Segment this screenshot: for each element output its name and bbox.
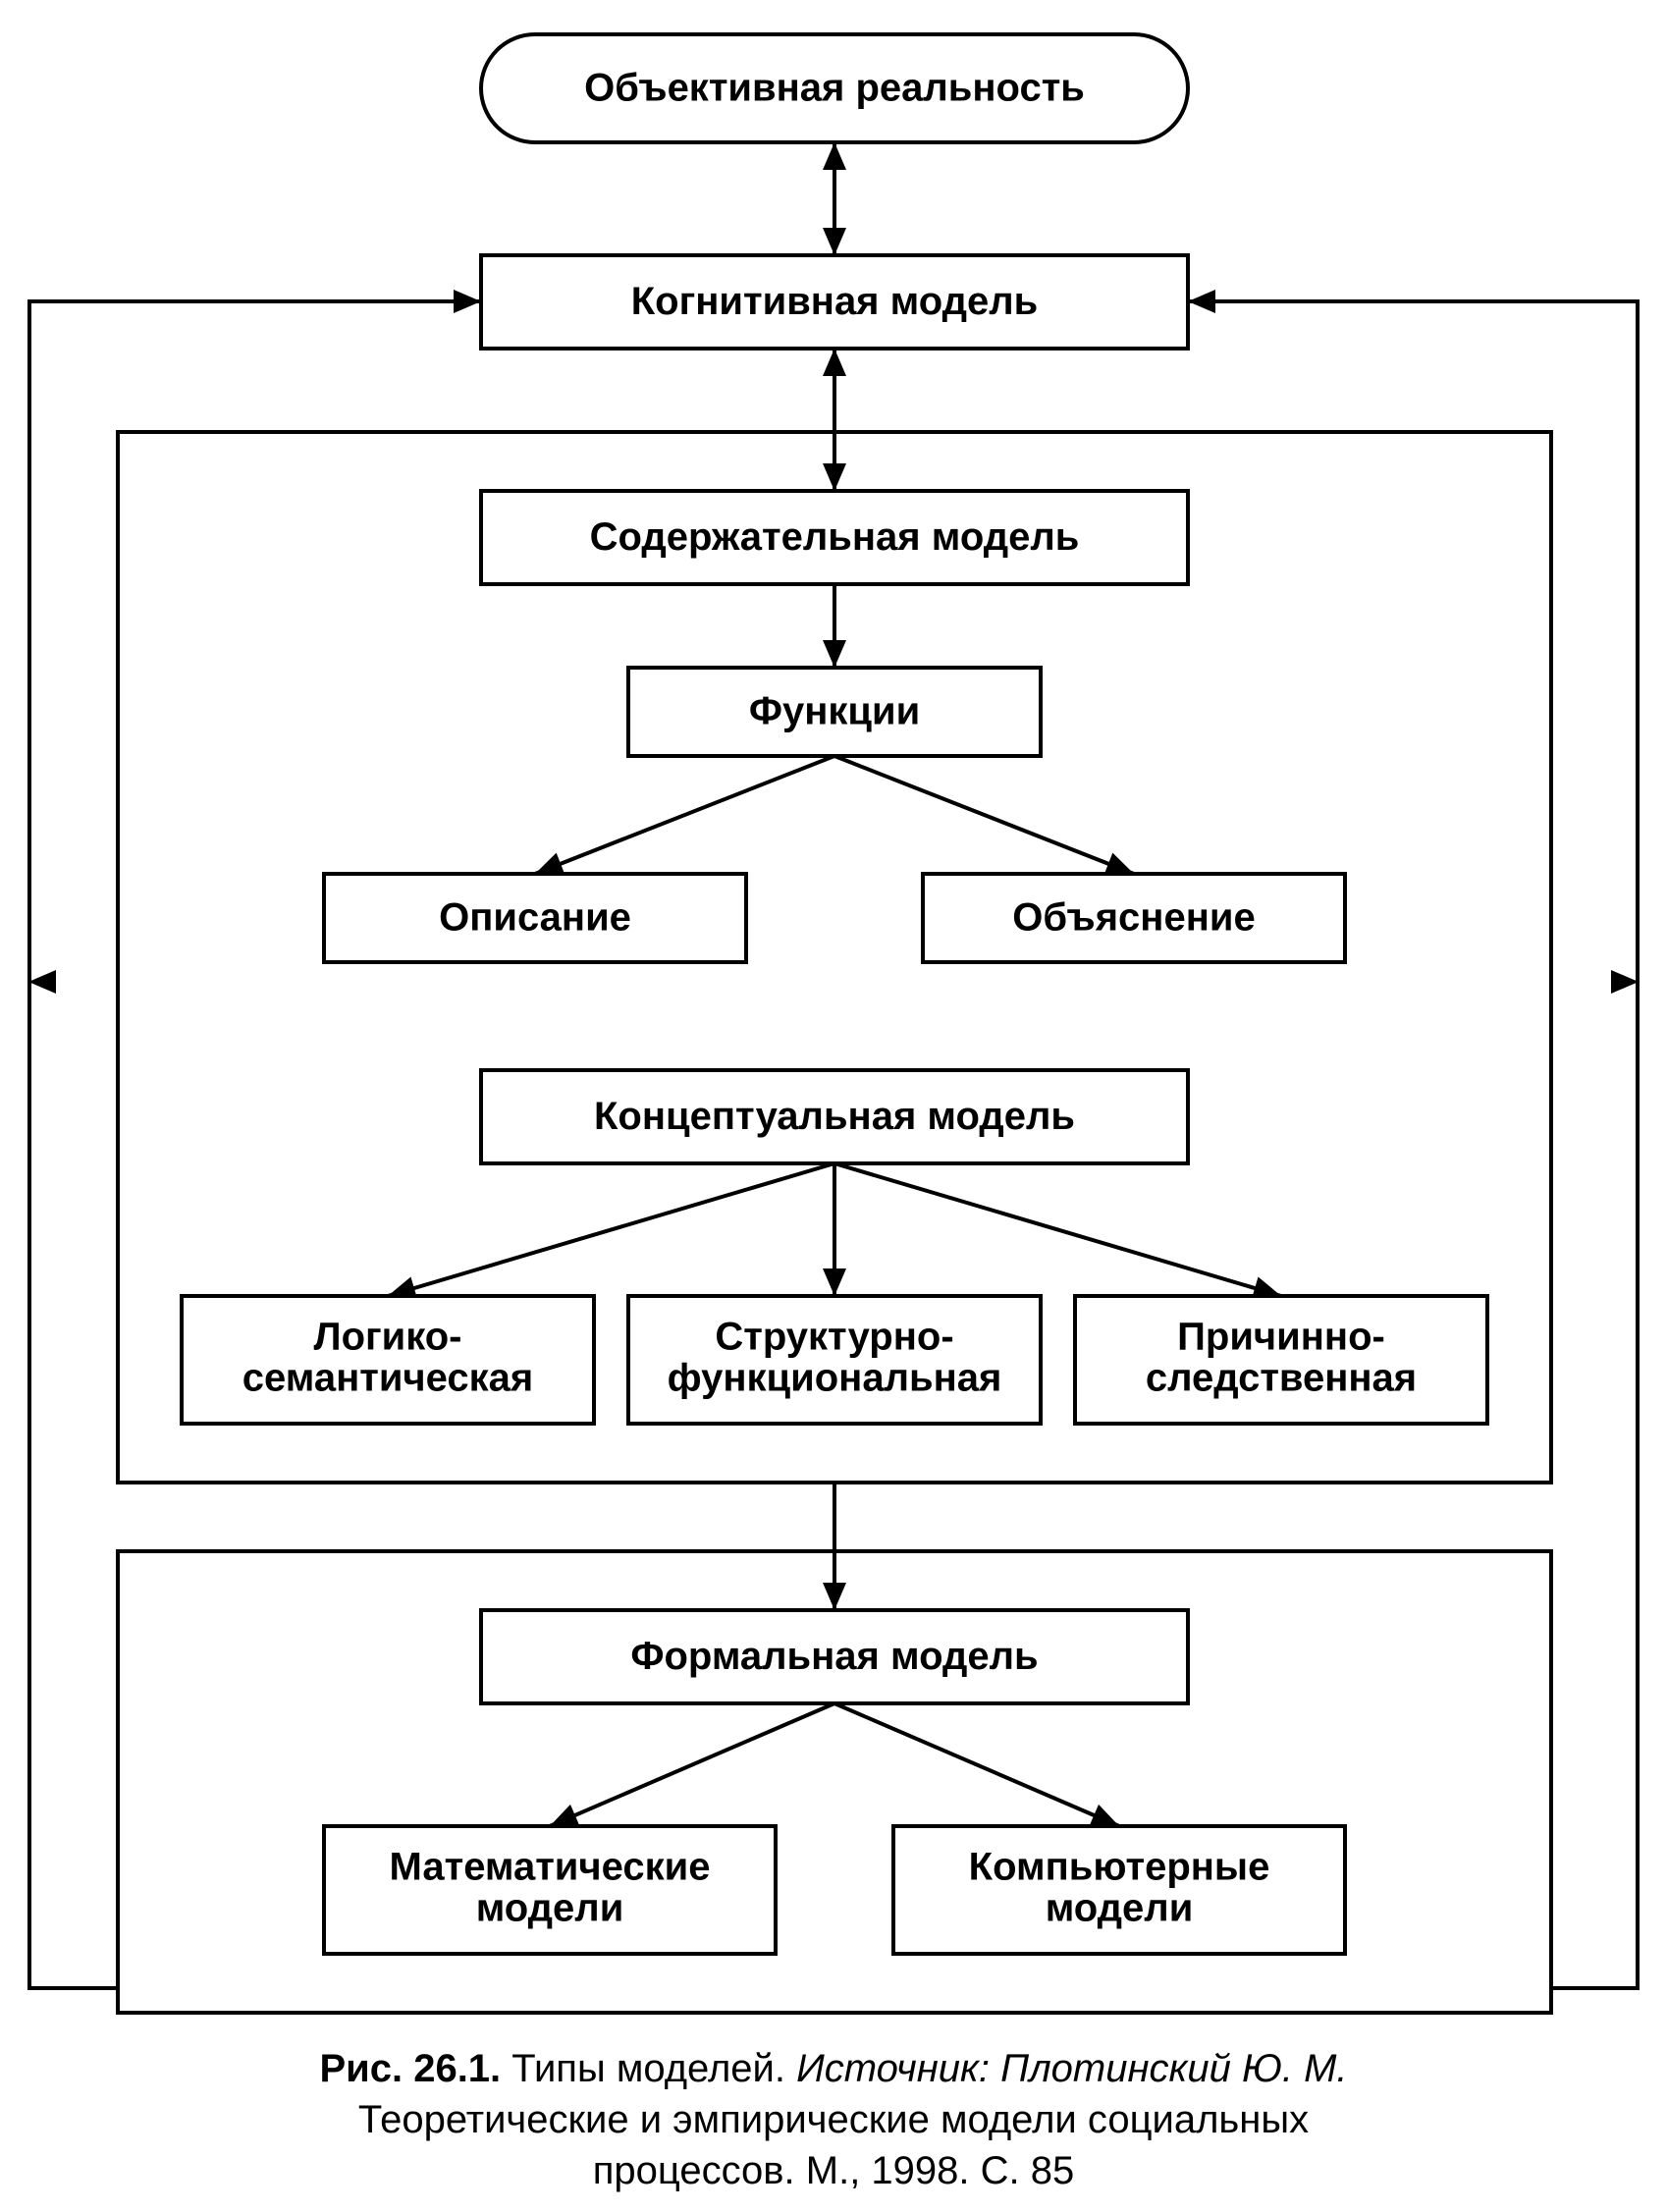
node-logic-label: Логико- [314,1316,462,1359]
arrowhead-icon [823,142,846,170]
node-math-label: модели [476,1887,624,1930]
node-cognitive-label: Когнитивная модель [631,280,1039,323]
arrowhead-icon [454,290,481,313]
node-struct-label: Структурно- [715,1316,953,1359]
arrowhead-icon [1611,970,1639,994]
node-struct-label: функциональная [668,1357,1002,1400]
edge-5 [388,1163,834,1296]
node-concept-label: Концептуальная модель [594,1095,1075,1138]
node-explain-label: Объяснение [1012,896,1255,940]
node-comp-label: Компьютерные [969,1846,1270,1889]
node-math-label: Математические [390,1846,711,1889]
feedback-right [1188,301,1638,1988]
node-causal-label: Причинно- [1177,1316,1385,1359]
caption-line-0: Рис. 26.1. Типы моделей. Источник: Плоти… [319,2047,1347,2090]
edge-3 [535,756,834,874]
node-reality-label: Объективная реальность [584,67,1085,110]
arrowhead-icon [823,349,846,376]
arrowhead-icon [823,463,846,491]
node-causal-label: следственная [1146,1357,1417,1400]
node-formal-label: Формальная модель [630,1635,1038,1678]
edge-7 [834,1163,1281,1296]
arrowhead-icon [28,970,56,994]
node-functions-label: Функции [749,690,920,733]
arrowhead-icon [823,228,846,255]
arrowhead-icon [1188,290,1215,313]
arrowhead-icon [823,1583,846,1610]
node-content-label: Содержательная модель [590,515,1080,559]
node-logic-label: семантическая [242,1357,533,1400]
caption-line-2: процессов. М., 1998. С. 85 [593,2149,1075,2192]
edge-4 [834,756,1134,874]
edge-9 [550,1703,834,1826]
arrowhead-icon [823,1268,846,1296]
edge-10 [834,1703,1119,1826]
feedback-left [29,301,481,1988]
node-descript-label: Описание [439,896,631,940]
node-comp-label: модели [1046,1887,1194,1930]
arrowhead-icon [535,853,565,875]
arrowhead-icon [1104,853,1134,875]
arrowhead-icon [823,640,846,668]
caption-line-1: Теоретические и эмпирические модели соци… [358,2098,1309,2141]
